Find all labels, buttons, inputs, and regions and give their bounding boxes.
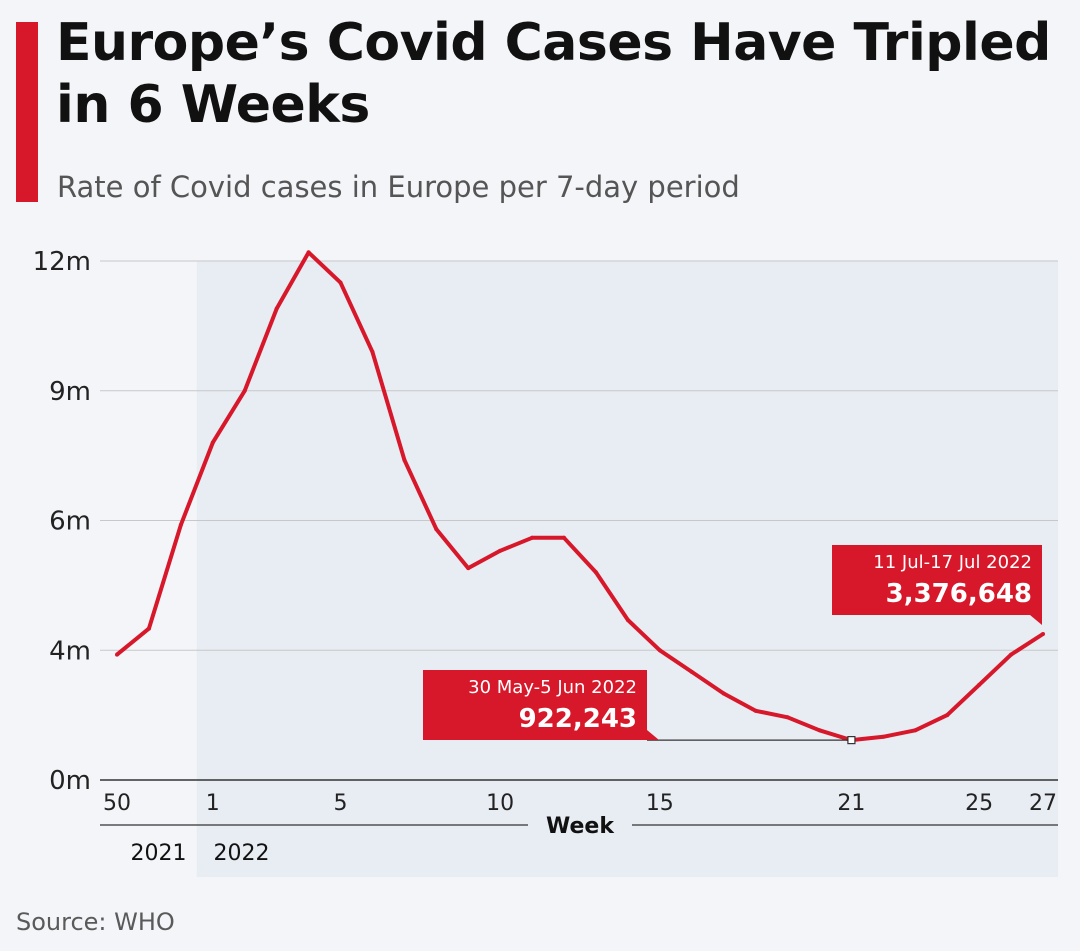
- data-point: [689, 669, 694, 674]
- annotation-date: 11 Jul-17 Jul 2022: [873, 552, 1032, 573]
- year-label: 2021: [131, 841, 187, 866]
- x-tick-label: 25: [965, 791, 993, 816]
- y-tick-label: 6m: [49, 507, 91, 537]
- data-point: [370, 349, 375, 354]
- data-point: [402, 457, 407, 462]
- y-tick-label: 9m: [49, 377, 91, 407]
- data-point: [1009, 652, 1014, 657]
- data-point: [1041, 631, 1045, 636]
- y-tick-label: 0m: [49, 766, 91, 796]
- data-point: [466, 566, 471, 571]
- data-point: [625, 617, 630, 622]
- chart-title: Europe’s Covid Cases Have Tripled in 6 W…: [56, 13, 1051, 135]
- annotation-value: 3,376,648: [886, 579, 1032, 609]
- data-point: [115, 652, 119, 657]
- annotation-box: [423, 670, 659, 740]
- x-tick-label: 10: [486, 791, 514, 816]
- data-point: [210, 440, 215, 445]
- data-point: [498, 548, 503, 553]
- data-point: [338, 280, 343, 285]
- y-tick-label: 4m: [49, 636, 91, 666]
- data-point: [945, 713, 950, 718]
- data-point: [274, 306, 279, 311]
- data-point: [242, 388, 247, 393]
- data-point: [434, 527, 439, 532]
- x-tick-label: 27: [1029, 791, 1057, 816]
- data-point: [306, 250, 311, 255]
- data-point: [562, 535, 567, 540]
- year-label: 2022: [214, 841, 270, 866]
- data-point: [913, 728, 918, 733]
- x-tick-label: 5: [334, 791, 348, 816]
- x-tick-label: 21: [837, 791, 865, 816]
- data-point: [146, 626, 151, 631]
- data-point: [530, 535, 535, 540]
- source-note: Source: WHO: [16, 908, 175, 936]
- chart-subtitle: Rate of Covid cases in Europe per 7-day …: [57, 170, 740, 204]
- data-point: [977, 682, 982, 687]
- x-tick-label: 50: [103, 791, 131, 816]
- annotation-box: [832, 545, 1042, 625]
- annotation-value: 922,243: [519, 704, 637, 734]
- series-line: [115, 250, 1045, 743]
- data-point: [657, 648, 662, 653]
- data-point: [785, 715, 790, 720]
- data-point: [881, 734, 886, 739]
- data-point: [753, 708, 758, 713]
- x-tick-label: 1: [206, 791, 220, 816]
- annotation-date: 30 May-5 Jun 2022: [468, 677, 637, 698]
- low-point-marker: [847, 736, 856, 745]
- data-point: [593, 570, 598, 575]
- data-point: [817, 728, 822, 733]
- data-point: [178, 522, 183, 527]
- x-tick-label: 15: [646, 791, 674, 816]
- data-point: [721, 691, 726, 696]
- x-axis-title: Week: [546, 814, 615, 839]
- y-tick-label: 12m: [33, 247, 91, 277]
- title-accent-bar: [16, 22, 38, 202]
